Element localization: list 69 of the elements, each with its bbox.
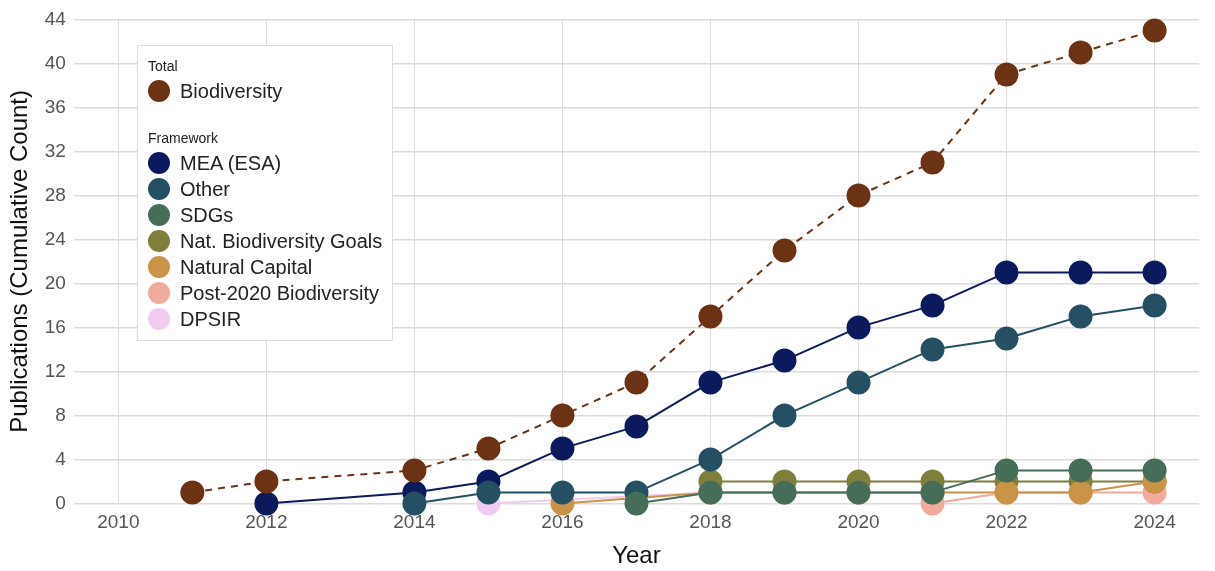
point	[920, 293, 945, 318]
y-tick-label: 4	[55, 447, 67, 469]
y-tick-label: 36	[44, 95, 66, 117]
point	[1068, 260, 1093, 285]
point	[550, 403, 575, 428]
point	[846, 183, 871, 208]
point	[772, 403, 797, 428]
x-tick-label: 2012	[245, 511, 288, 533]
y-tick-label: 44	[44, 7, 67, 29]
legend-label: Nat. Biodiversity Goals	[180, 229, 383, 253]
point	[254, 491, 279, 516]
point	[550, 480, 575, 505]
point	[1068, 458, 1093, 483]
point	[994, 458, 1019, 483]
y-tick-label: 16	[44, 315, 66, 337]
x-tick-label: 2024	[1133, 511, 1177, 533]
point	[550, 436, 575, 461]
point	[1142, 260, 1167, 285]
x-axis-title: Year	[612, 541, 661, 569]
legend-label: Biodiversity	[180, 79, 283, 103]
point	[698, 447, 723, 472]
legend-label: Post-2020 Biodiversity	[180, 281, 379, 305]
y-tick-label: 24	[44, 227, 67, 249]
point	[920, 337, 945, 362]
point	[624, 370, 649, 395]
point	[994, 260, 1019, 285]
point	[402, 458, 427, 483]
point	[402, 491, 427, 516]
y-tick-label: 32	[44, 139, 66, 161]
point	[698, 304, 723, 329]
x-tick-label: 2014	[393, 511, 436, 533]
legend-label: Other	[180, 177, 231, 201]
x-tick-label: 2020	[837, 511, 880, 533]
point	[254, 469, 279, 494]
x-tick-label: 2016	[541, 511, 584, 533]
point	[994, 326, 1019, 351]
x-tick-label: 2022	[985, 511, 1028, 533]
point	[1142, 293, 1167, 318]
point	[624, 414, 649, 439]
point	[476, 436, 501, 461]
point	[1142, 18, 1167, 43]
point	[846, 370, 871, 395]
x-tick-label: 2018	[689, 511, 732, 533]
y-tick-label: 20	[44, 271, 66, 293]
legend-title: Framework	[148, 130, 219, 146]
y-tick-label: 40	[44, 51, 66, 73]
point	[994, 62, 1019, 87]
y-tick-label: 28	[44, 183, 66, 205]
y-axis-title: Publications (Cumulative Count)	[5, 89, 33, 433]
point	[476, 480, 501, 505]
point	[772, 238, 797, 263]
point	[920, 150, 945, 175]
annotation: Total	[148, 58, 179, 74]
legend-label: Natural Capital	[180, 255, 313, 279]
point	[624, 491, 649, 516]
legend-label: SDGs	[180, 203, 234, 227]
y-tick-label: 0	[55, 491, 66, 513]
point	[846, 315, 871, 340]
legend-label: DPSIR	[180, 307, 242, 331]
point	[1142, 458, 1167, 483]
x-tick-label: 2010	[97, 511, 140, 533]
legend-label: MEA (ESA)	[180, 151, 282, 175]
point	[698, 370, 723, 395]
y-tick-label: 12	[44, 359, 66, 381]
y-tick-label: 8	[55, 403, 66, 425]
point	[1068, 40, 1093, 65]
point	[772, 348, 797, 373]
point	[1068, 304, 1093, 329]
point	[180, 480, 205, 505]
